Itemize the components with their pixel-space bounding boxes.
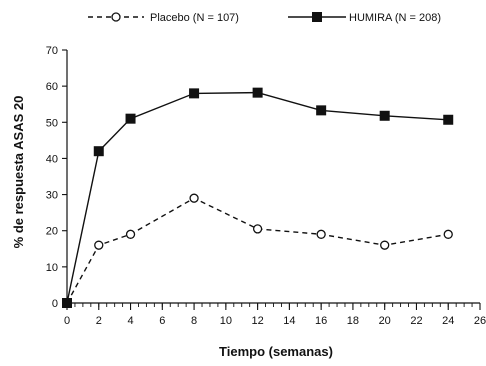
data-point-placebo	[252, 224, 263, 234]
legend-marker-humira	[312, 12, 322, 22]
y-tick-label: 10	[46, 262, 58, 274]
x-tick-label: 8	[191, 315, 197, 327]
data-point-placebo	[189, 193, 199, 203]
x-tick-label: 12	[251, 315, 263, 327]
x-tick-label: 14	[283, 315, 295, 327]
y-tick-label: 60	[46, 81, 58, 93]
data-point-placebo	[125, 229, 136, 239]
x-tick-label: 16	[315, 315, 327, 327]
x-tick-label: 4	[127, 315, 133, 327]
y-axis-title: % de respuesta ASAS 20	[11, 96, 26, 249]
x-tick-label: 20	[379, 315, 391, 327]
series-line-humira	[66, 91, 449, 304]
data-point-humira	[62, 298, 72, 308]
y-tick-label: 50	[46, 117, 58, 129]
y-tick-label: 20	[46, 226, 58, 238]
x-tick-label: 26	[474, 315, 486, 327]
x-tick-label: 10	[220, 315, 232, 327]
y-tick-label: 30	[46, 190, 58, 202]
legend-label-placebo: Placebo (N = 107)	[150, 12, 239, 24]
series-layer	[62, 87, 454, 308]
series-line-placebo	[66, 197, 449, 304]
legend-marker-placebo	[111, 12, 121, 22]
legend: Placebo (N = 107) HUMIRA (N = 208)	[88, 12, 441, 24]
x-tick-label: 18	[347, 315, 359, 327]
x-tick-label: 0	[64, 315, 70, 327]
y-tick-label: 0	[52, 298, 58, 310]
x-tick-label: 24	[442, 315, 454, 327]
x-tick-label: 6	[159, 315, 165, 327]
x-tick-label: 2	[96, 315, 102, 327]
y-tick-label: 40	[46, 153, 58, 165]
data-point-humira	[252, 87, 263, 98]
data-point-humira	[93, 146, 104, 157]
data-point-placebo	[443, 229, 453, 239]
data-point-placebo	[94, 240, 104, 250]
data-point-humira	[125, 113, 136, 124]
data-point-placebo	[380, 240, 390, 250]
x-tick-label: 22	[410, 315, 422, 327]
data-point-humira	[316, 105, 327, 116]
y-tick-label: 70	[46, 45, 58, 57]
data-point-humira	[443, 114, 454, 125]
x-axis-title: Tiempo (semanas)	[219, 344, 333, 359]
data-point-humira	[189, 88, 200, 99]
data-point-placebo	[316, 229, 326, 239]
legend-label-humira: HUMIRA (N = 208)	[349, 12, 441, 24]
data-point-humira	[379, 110, 390, 121]
